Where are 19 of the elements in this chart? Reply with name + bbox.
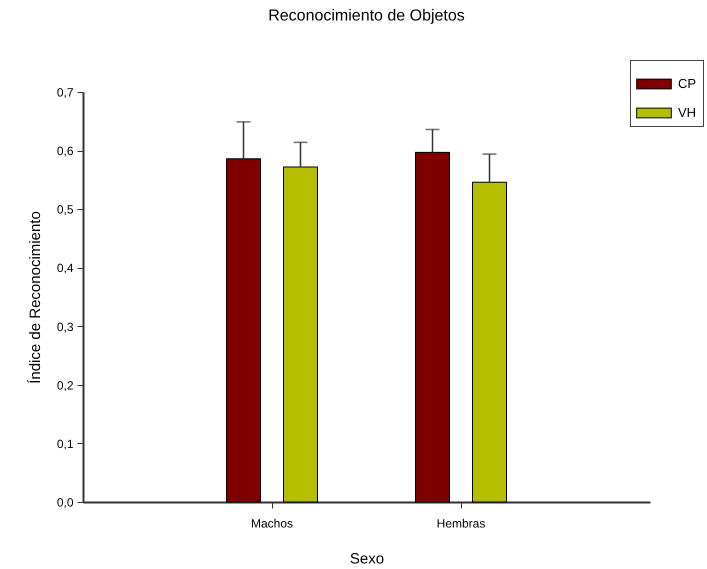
bar xyxy=(472,182,507,502)
y-tick-label: 0,6 xyxy=(56,144,74,158)
y-tick-label: 0,7 xyxy=(56,86,74,100)
y-tick-label: 0,3 xyxy=(56,320,74,334)
y-tick-label: 0,2 xyxy=(56,378,74,392)
x-axis-title: Sexo xyxy=(350,550,384,568)
y-tick-label: 0,4 xyxy=(56,261,74,276)
y-tick-label: 0,1 xyxy=(56,436,74,451)
bar xyxy=(283,166,318,502)
bar xyxy=(226,158,261,502)
y-tick-label: 0,5 xyxy=(56,202,74,217)
chart-title: Reconocimiento de Objetos xyxy=(268,8,465,24)
y-axis-title: Índice de Reconocimiento xyxy=(26,211,44,384)
bar xyxy=(415,152,450,502)
x-tick-label: Hembras xyxy=(436,516,486,530)
x-tick-label: Machos xyxy=(250,516,294,530)
legend-label: VH xyxy=(678,105,696,120)
legend-label: CP xyxy=(678,76,696,91)
y-tick-label: 0,0 xyxy=(56,496,74,510)
